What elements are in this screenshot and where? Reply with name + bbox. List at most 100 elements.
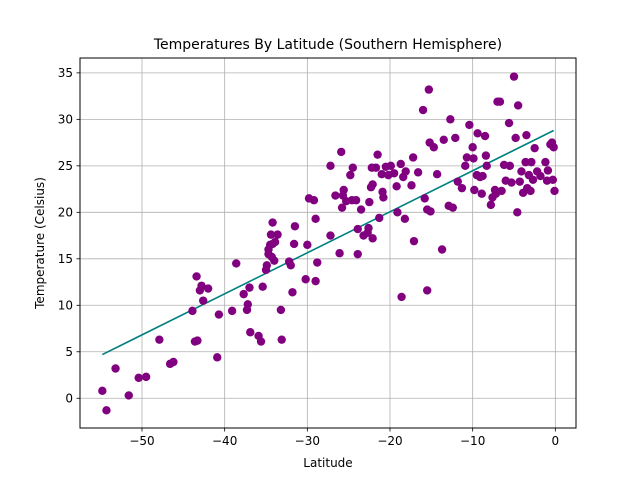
data-point [373,150,382,159]
data-point [400,214,410,224]
data-point [193,336,202,345]
data-point [393,208,402,217]
data-point [478,171,487,181]
data-point [286,261,295,270]
data-point [528,175,538,184]
data-point [389,169,399,178]
y-tick-label: 20 [58,205,73,219]
data-point [245,283,254,292]
data-point [530,143,539,153]
data-point [457,183,467,193]
chart-title: Temperatures By Latitude (Southern Hemis… [153,37,502,53]
data-point [497,186,506,196]
data-point [227,306,237,316]
data-point [301,275,310,284]
data-point [277,335,286,344]
data-point [521,157,530,167]
data-point [462,153,472,162]
data-point [517,167,526,176]
data-point [258,282,267,291]
data-point [262,261,272,270]
data-point [439,135,448,145]
data-point [420,194,429,203]
data-point [549,143,558,152]
data-point [311,276,320,286]
data-point [470,185,479,195]
data-point [303,240,312,250]
data-point [513,101,523,110]
data-point [335,249,344,258]
data-point [526,186,535,196]
data-point [465,120,474,130]
data-point [386,161,396,171]
data-point [102,406,111,415]
data-point [268,218,277,227]
data-point [331,191,340,200]
data-point [453,177,462,186]
data-point [461,161,470,171]
y-axis-ticks: 0 5 10 15 20 25 30 35 [58,66,80,405]
x-tick-label: 0 [552,434,560,448]
data-point [437,245,447,254]
y-axis-label: Temperature (Celsius) [33,177,47,310]
x-axis-ticks: −50 −40 −30 −20 −10 0 [129,428,559,448]
data-point [426,207,435,216]
x-axis-label: Latitude [303,456,352,470]
data-point [377,170,386,179]
data-point [482,161,491,171]
x-tick-label: −30 [295,434,320,448]
data-point [289,239,299,249]
data-point [339,185,348,195]
data-point [468,143,477,152]
data-point [504,118,514,128]
data-point [515,177,524,186]
data-point [192,272,201,281]
data-points [98,72,559,415]
data-point [348,163,357,172]
data-point [239,289,248,299]
data-point [270,256,279,265]
data-point [448,203,458,212]
data-point [418,105,428,115]
x-tick-label: −20 [377,434,402,448]
data-point [134,373,143,382]
x-tick-label: −50 [129,434,154,448]
data-point [232,259,241,268]
y-tick-label: 30 [58,112,73,126]
data-point [337,203,347,212]
y-tick-label: 10 [58,298,73,312]
data-point [337,147,346,157]
data-point [543,166,553,175]
data-point [243,300,253,309]
data-point [214,310,224,319]
plot-area-frame [79,57,577,429]
data-point [423,286,432,295]
data-point [509,72,519,81]
data-point [536,171,545,181]
data-point [326,161,335,171]
grid-lines [80,58,576,428]
data-point [266,230,276,239]
y-tick-label: 5 [65,345,73,359]
data-point [486,200,496,210]
data-point [198,296,208,305]
data-point [409,236,419,246]
data-point [548,175,558,184]
data-point [365,197,374,207]
data-point [480,131,490,141]
data-point [375,213,384,223]
data-point [368,180,377,189]
data-point [364,223,373,233]
data-point [397,292,406,302]
data-point [273,230,282,239]
data-point [276,305,286,315]
data-point [326,231,335,240]
y-tick-label: 15 [58,252,73,266]
data-point [188,306,197,316]
data-point [124,391,133,400]
data-point [379,193,388,202]
data-point [429,143,439,152]
data-point [392,182,401,191]
